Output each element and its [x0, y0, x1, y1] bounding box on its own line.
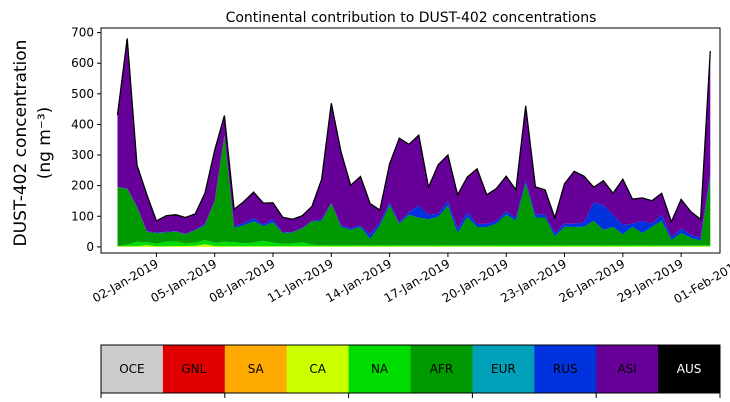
legend-swatch-ca	[286, 345, 350, 393]
legend-label: GNL	[181, 362, 206, 376]
legend-swatch-rus	[534, 345, 597, 393]
y-tick-label: 0	[86, 240, 94, 254]
legend-swatch-aus	[658, 345, 721, 393]
plot-frame	[100, 27, 721, 254]
area-na	[117, 239, 711, 247]
legend-label: OCE	[119, 362, 144, 376]
x-axis: 02-Jan-201905-Jan-201908-Jan-201911-Jan-…	[90, 253, 730, 306]
area-asi	[117, 38, 711, 238]
legend-swatch-sa	[224, 345, 288, 393]
legend-swatch-afr	[410, 345, 473, 393]
y-tick-label: 200	[71, 179, 94, 193]
y-tick-label: 400	[71, 117, 94, 131]
legend-swatch-gnl	[162, 345, 226, 393]
y-axis: 0 100 200 300 400 500 600 700	[71, 26, 101, 254]
y-axis-label-line2: (ng m⁻³)	[35, 107, 55, 180]
y-tick-label: 100	[71, 209, 94, 223]
y-axis-label-line1: DUST-402 concentration	[11, 40, 31, 247]
chart-title: Continental contribution to DUST-402 con…	[226, 10, 597, 26]
legend-label: NA	[371, 362, 389, 376]
y-tick-label: 700	[71, 26, 94, 40]
y-tick-label: 500	[71, 87, 94, 101]
legend-label: ASI	[617, 362, 636, 376]
plot-areas	[116, 38, 711, 247]
legend: OCE GNL SA CA NA AFR EUR RUS ASI AUS	[100, 344, 721, 398]
legend-swatch-na	[348, 345, 411, 393]
y-tick-label: 600	[71, 56, 94, 70]
legend-swatch-eur	[472, 345, 535, 393]
legend-border	[100, 344, 721, 394]
total-outline	[116, 38, 711, 224]
legend-label: CA	[309, 362, 326, 376]
area-afr	[117, 136, 711, 246]
legend-swatch-asi	[596, 345, 659, 393]
legend-label: AUS	[677, 362, 702, 376]
area-ca	[117, 244, 711, 247]
legend-label: SA	[248, 362, 265, 376]
y-tick-label: 300	[71, 148, 94, 162]
legend-label: EUR	[491, 362, 516, 376]
legend-label: RUS	[553, 362, 578, 376]
legend-label: AFR	[430, 362, 453, 376]
plot-border	[100, 27, 721, 254]
legend-swatch-oce	[101, 345, 164, 393]
